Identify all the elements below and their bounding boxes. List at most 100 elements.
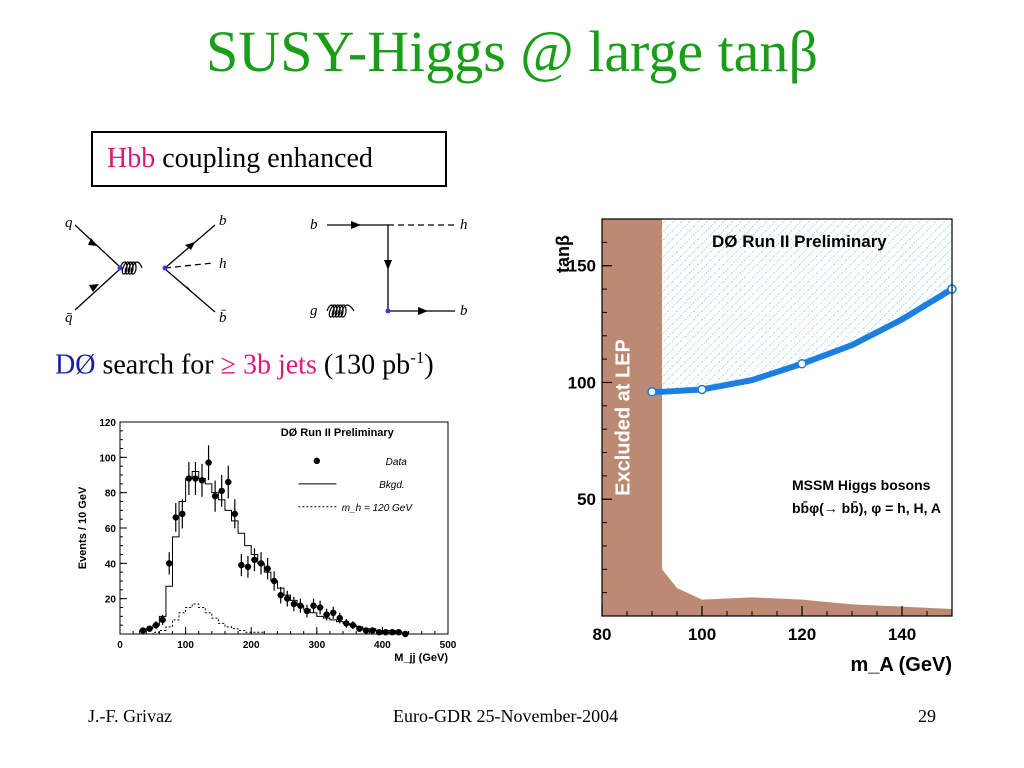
label-h: h xyxy=(219,256,227,272)
data-point xyxy=(284,595,291,602)
data-point xyxy=(382,629,389,636)
data-point xyxy=(343,620,350,627)
lumi-close: ) xyxy=(424,349,434,381)
data-point xyxy=(277,591,284,599)
y-tick-label: 100 xyxy=(568,373,596,392)
label-b-top: b xyxy=(219,213,227,229)
y-axis-label: Events / 10 GeV xyxy=(77,486,89,569)
y-tick-label: 80 xyxy=(105,489,117,500)
data-point xyxy=(146,625,153,632)
footer-event: Euro-GDR 25-November-2004 xyxy=(393,706,619,726)
mjj-histogram-chart: 0 100 200 300 400 500 20 40 60 80 100 120 DØ Run II … xyxy=(77,418,457,664)
x-tick-label: 140 xyxy=(888,625,916,644)
y-tick-label: 120 xyxy=(99,418,116,429)
label-b-out: b xyxy=(460,303,468,319)
x-tick-label: 300 xyxy=(308,640,325,651)
data-point xyxy=(251,556,258,563)
data-point xyxy=(172,514,179,521)
data-point xyxy=(205,459,212,466)
data-point xyxy=(349,621,357,629)
data-point xyxy=(316,604,324,611)
label-qbar: q̄ xyxy=(65,310,73,326)
hbb-label: Hbb xyxy=(107,143,156,174)
footer-page: 29 xyxy=(918,706,936,726)
data-point xyxy=(290,600,298,608)
data-point xyxy=(211,493,219,500)
lumi-sup: -1 xyxy=(410,348,425,367)
data-point xyxy=(389,629,396,636)
x-tick-label: 200 xyxy=(243,640,260,651)
data-point xyxy=(323,611,330,618)
geq-3b-jets: ≥ 3b jets xyxy=(220,349,317,381)
limit-marker xyxy=(697,384,707,395)
plot-frame xyxy=(119,421,449,635)
x-tick-label: 100 xyxy=(177,640,194,651)
feynman-diagram-qq: q q̄ b h b̄ xyxy=(65,213,227,326)
data-point xyxy=(270,577,278,585)
y-tick-label: 150 xyxy=(568,257,596,276)
annotation-mssm: MSSM Higgs bosons xyxy=(792,477,931,493)
legend-label-bkgd: Bkgd. xyxy=(379,480,405,491)
data-point xyxy=(185,475,193,482)
data-point xyxy=(257,560,265,567)
data-point xyxy=(310,602,317,609)
data-point xyxy=(303,607,311,615)
data-point xyxy=(159,616,166,624)
label-q: q xyxy=(65,215,73,231)
chart-title: DØ Run II Preliminary xyxy=(281,427,395,439)
y-tick-label: 60 xyxy=(105,524,117,535)
excluded-region-hatch xyxy=(652,219,952,392)
hbb-coupling-box: Hbb coupling enhanced xyxy=(91,131,447,187)
limit-marker xyxy=(647,387,657,397)
feynman-diagram-gb: b h g b xyxy=(310,217,468,319)
lep-excluded-region xyxy=(602,219,952,616)
x-tick-label: 500 xyxy=(440,640,457,651)
data-point xyxy=(375,629,383,636)
data-point xyxy=(264,565,271,572)
data-point xyxy=(330,609,337,616)
y-axis-label: tanβ xyxy=(553,235,573,273)
x-tick-label: 100 xyxy=(688,625,716,644)
label-bbar: b̄ xyxy=(219,310,227,326)
x-axis-label: m_A (GeV) xyxy=(850,654,952,675)
x-axis-label: M_jj (GeV) xyxy=(394,652,448,664)
data-point xyxy=(356,625,363,632)
d0-label: DØ xyxy=(55,349,96,381)
coupling-label: coupling enhanced xyxy=(155,143,373,174)
data-point xyxy=(179,510,186,518)
data-point xyxy=(152,621,160,629)
chart-title: DØ Run II Preliminary xyxy=(712,232,887,251)
legend-label-signal: m_h = 120 GeV xyxy=(342,503,414,514)
y-tick-label: 100 xyxy=(99,453,116,464)
bkgd-series-line xyxy=(139,470,409,634)
x-tick-label: 0 xyxy=(117,640,123,651)
data-point xyxy=(297,602,304,609)
slide-title: SUSY-Higgs @ large tanβ xyxy=(0,18,1024,85)
title-beta: β xyxy=(788,19,818,84)
label-b-in: b xyxy=(310,217,318,233)
data-point xyxy=(336,614,343,622)
x-tick-label: 400 xyxy=(374,640,391,651)
data-point xyxy=(244,563,252,571)
data-point xyxy=(166,560,173,567)
lumi-text: (130 pb xyxy=(316,349,411,381)
data-point xyxy=(192,475,199,482)
lep-excluded-label: Excluded at LEP xyxy=(613,339,635,496)
data-point xyxy=(402,630,409,638)
label-g: g xyxy=(310,303,318,319)
data-point xyxy=(139,627,147,634)
data-point xyxy=(369,627,376,634)
label-h2: h xyxy=(460,217,468,233)
data-point xyxy=(395,629,402,636)
data-point xyxy=(225,478,232,486)
y-tick-label: 40 xyxy=(105,559,117,570)
data-point xyxy=(198,477,206,484)
annotation-process: bb̄φ(→ bb̄), φ = h, H, A xyxy=(792,500,941,517)
search-statement: DØ search for ≥ 3b jets (130 pb-1) xyxy=(55,348,434,381)
search-text: search for xyxy=(95,349,221,381)
y-tick-label: 50 xyxy=(577,490,596,509)
footer-author: J.-F. Grivaz xyxy=(88,706,173,726)
x-tick-label: 120 xyxy=(788,625,816,644)
limit-marker xyxy=(797,359,807,369)
limit-curve xyxy=(649,286,955,395)
